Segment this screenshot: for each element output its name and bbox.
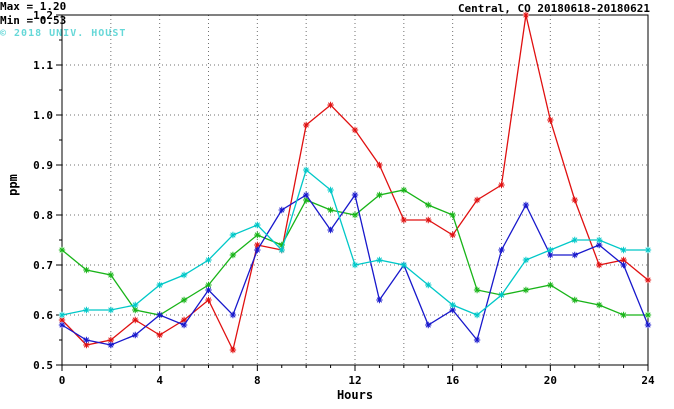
x-tick-label: 0 — [59, 374, 66, 387]
x-tick-label: 4 — [156, 374, 163, 387]
cyan-series-markers — [58, 166, 652, 319]
y-tick-label: 1.0 — [33, 109, 53, 122]
max-value-label: Max = 1.20 — [0, 0, 67, 13]
y-tick-label: 0.9 — [33, 159, 53, 172]
blue-series-markers — [58, 191, 652, 349]
watermark: © 2018 UNIV. HOUST — [0, 28, 127, 39]
y-tick-label: 0.6 — [33, 309, 53, 322]
x-tick-label: 16 — [446, 374, 460, 387]
red-series-markers — [58, 11, 652, 354]
x-tick-label: 8 — [254, 374, 261, 387]
min-value-label: Min = 0.53 — [0, 14, 67, 27]
x-axis-label: Hours — [336, 388, 374, 402]
y-tick-label: 1.1 — [33, 59, 53, 72]
maxmin-annotation: Max = 1.20 Min = 0.53 — [0, 0, 674, 28]
green-series-markers — [58, 186, 652, 319]
y-tick-label: 0.7 — [33, 259, 53, 272]
green-series-line — [61, 189, 648, 316]
y-tick-label: 1.2 — [33, 9, 53, 22]
chart-title: Central, CO 20180618-20180621 — [457, 2, 650, 15]
y-tick-label: 0.8 — [33, 209, 53, 222]
y-tick-label: 0.5 — [33, 359, 53, 372]
x-tick-label: 12 — [348, 374, 361, 387]
x-tick-label: 24 — [641, 374, 655, 387]
x-tick-label: 20 — [544, 374, 557, 387]
